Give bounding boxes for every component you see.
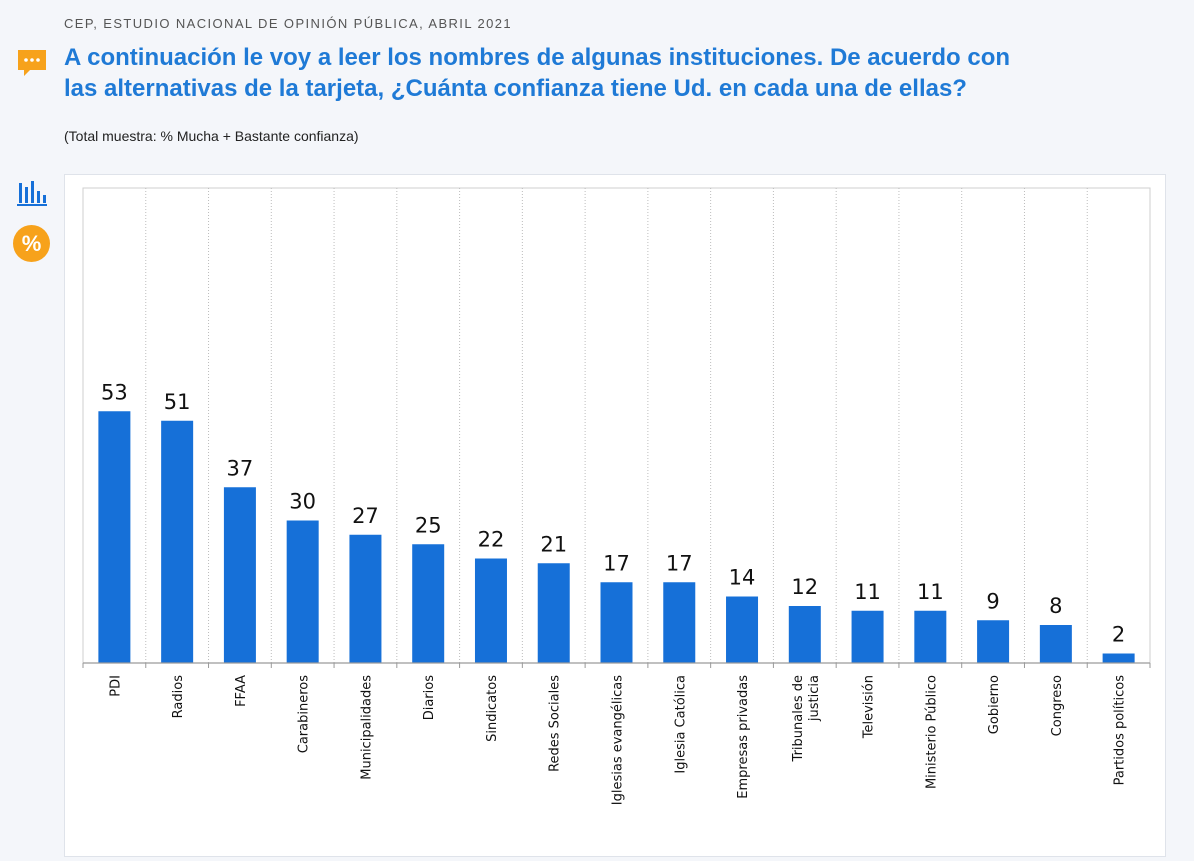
category-label: Televisión	[862, 675, 877, 739]
category-label-line: Televisión	[862, 675, 877, 739]
value-label: 11	[917, 580, 944, 604]
category-label-line: Municipalidades	[359, 675, 374, 780]
category-label-line: Redes Sociales	[548, 675, 563, 772]
category-label: Diarios	[422, 675, 437, 720]
bar	[474, 558, 507, 663]
category-label: Gobierno	[987, 675, 1002, 734]
value-label: 2	[1112, 623, 1125, 647]
value-label: 17	[666, 551, 693, 575]
value-label: 37	[227, 456, 254, 480]
value-label: 51	[164, 390, 191, 414]
value-label: 12	[791, 575, 818, 599]
bar	[537, 563, 570, 663]
category-label: Congreso	[1050, 675, 1065, 736]
value-label: 14	[729, 566, 756, 590]
category-label: Partidos políticos	[1113, 675, 1128, 786]
question-line-1: A continuación le voy a leer los nombres…	[64, 44, 1011, 71]
category-label-line: Iglesia Católica	[673, 675, 688, 774]
category-label-line: Sindicatos	[485, 675, 500, 742]
chart-panel: 53 PDI 51 Radios 37 FFAA 30 Carabineros 27 Munici…	[64, 174, 1166, 857]
category-label-line: Ministerio Público	[924, 675, 939, 789]
category-label: Municipalidades	[359, 675, 374, 780]
category-label-line: FFAA	[234, 675, 249, 707]
category-label: Tribunales dejusticia	[791, 675, 822, 762]
source-line: CEP, ESTUDIO NACIONAL DE OPINIÓN PÚBLICA…	[64, 16, 512, 31]
category-label-line: PDI	[108, 675, 123, 697]
value-label: 8	[1049, 594, 1062, 618]
bar	[161, 420, 194, 663]
category-label: PDI	[108, 675, 123, 697]
bar	[349, 534, 382, 663]
category-label-line: Gobierno	[987, 675, 1002, 734]
bar	[914, 610, 947, 663]
category-label-line: Partidos políticos	[1113, 675, 1128, 786]
sample-note: (Total muestra: % Mucha + Bastante confi…	[64, 128, 359, 144]
category-label: Iglesias evangélicas	[611, 675, 626, 805]
bar	[788, 606, 821, 663]
value-label: 17	[603, 551, 630, 575]
category-label: Empresas privadas	[736, 675, 751, 799]
category-label: FFAA	[234, 675, 249, 707]
value-label: 53	[101, 380, 128, 404]
question-line-2: las alternativas de la tarjeta, ¿Cuánta …	[64, 75, 967, 102]
bar	[286, 520, 319, 663]
category-label: Iglesia Católica	[673, 675, 688, 774]
bar-chart: 53 PDI 51 Radios 37 FFAA 30 Carabineros 27 Munici…	[82, 187, 1151, 805]
category-label: Ministerio Público	[924, 675, 939, 789]
bar-chart-icon[interactable]	[16, 177, 48, 209]
category-label: Carabineros	[297, 675, 312, 753]
category-label-line: Iglesias evangélicas	[611, 675, 626, 805]
value-label: 25	[415, 513, 442, 537]
bar	[223, 487, 256, 663]
bar	[726, 596, 759, 663]
category-label-line: Carabineros	[297, 675, 312, 753]
category-label: Redes Sociales	[548, 675, 563, 772]
value-label: 21	[540, 532, 567, 556]
percent-icon[interactable]: %	[13, 225, 50, 262]
comment-icon	[18, 50, 46, 76]
value-label: 9	[986, 589, 999, 613]
category-label: Radios	[171, 675, 186, 719]
category-label-line: Congreso	[1050, 675, 1065, 736]
category-label-line: Empresas privadas	[736, 675, 751, 799]
category-label-line: Radios	[171, 675, 186, 719]
bar	[977, 620, 1010, 663]
value-label: 30	[289, 490, 316, 514]
value-label: 27	[352, 504, 379, 528]
question-title: A continuación le voy a leer los nombres…	[64, 42, 1164, 104]
category-label-line: Diarios	[422, 675, 437, 720]
bar	[851, 610, 884, 663]
bar	[663, 582, 696, 663]
category-label-line: Tribunales de	[791, 675, 806, 762]
bar	[1039, 625, 1072, 663]
bar	[412, 544, 445, 663]
value-label: 11	[854, 580, 881, 604]
bar	[98, 411, 131, 663]
category-label: Sindicatos	[485, 675, 500, 742]
bar	[600, 582, 633, 663]
value-label: 22	[478, 528, 505, 552]
category-label-line: justicia	[807, 675, 822, 722]
bar	[1102, 653, 1135, 663]
